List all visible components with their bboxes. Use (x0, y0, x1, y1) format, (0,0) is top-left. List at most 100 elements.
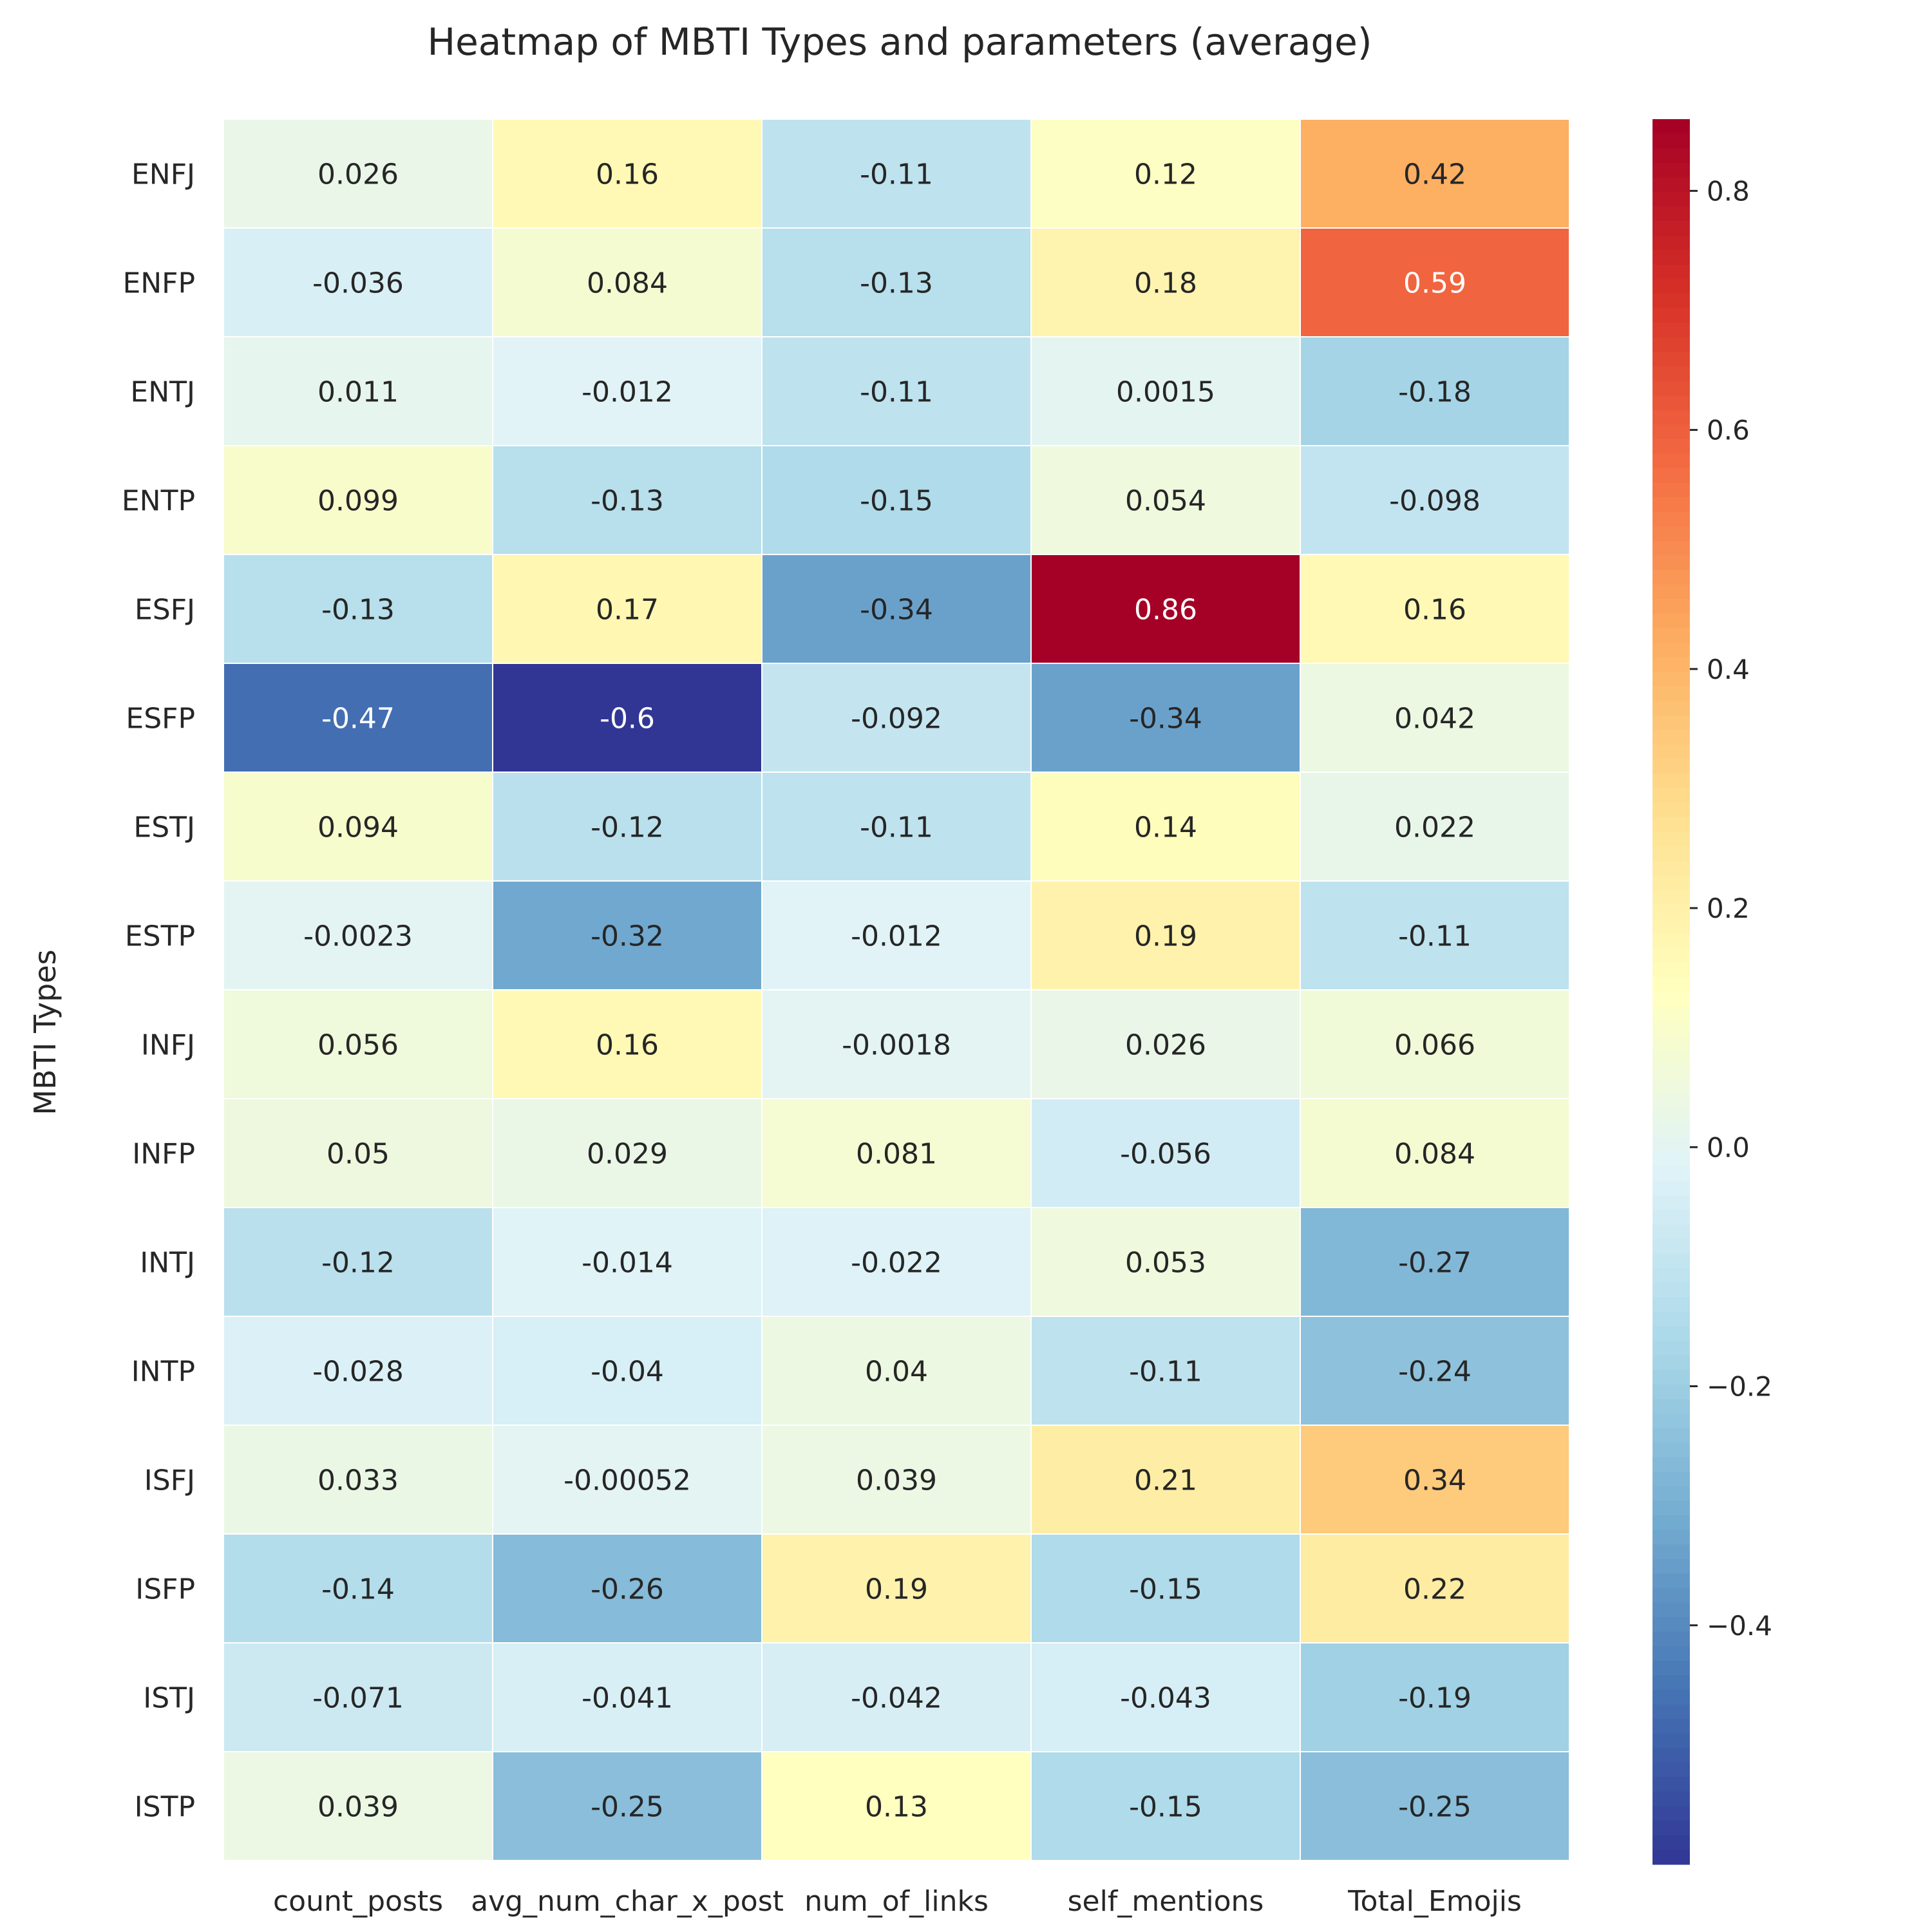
colorbar-segment (1653, 672, 1690, 687)
heatmap-cell (1300, 1098, 1570, 1208)
cell-annotation: -0.042 (851, 1682, 942, 1715)
heatmap-cell (761, 663, 1032, 773)
heatmap-cell (761, 554, 1032, 664)
cell-annotation: 0.19 (865, 1573, 928, 1606)
colorbar-tick-label: −0.4 (1707, 1610, 1772, 1642)
colorbar-segment (1653, 1238, 1690, 1255)
colorbar-segment (1653, 119, 1690, 135)
heatmap-cell (1300, 336, 1570, 446)
row-label: ESFJ (135, 594, 195, 627)
colorbar-segment (1653, 1675, 1690, 1690)
colorbar-segment (1653, 1457, 1690, 1472)
heatmap-cell (223, 880, 493, 990)
heatmap-cell (1030, 1207, 1301, 1317)
cell-annotation: 0.029 (587, 1138, 668, 1171)
heatmap-cell (1300, 1207, 1570, 1317)
cell-annotation: 0.054 (1125, 485, 1206, 518)
cell-annotation: -0.056 (1120, 1138, 1211, 1171)
colorbar-segment (1653, 1472, 1690, 1487)
colorbar-segment (1653, 992, 1690, 1007)
colorbar-segment (1653, 686, 1690, 701)
cell-annotation: 0.22 (1403, 1573, 1466, 1606)
colorbar-segment (1653, 1530, 1690, 1545)
colorbar-segment (1653, 162, 1690, 178)
colorbar-segment (1653, 962, 1690, 978)
chart-title: Heatmap of MBTI Types and parameters (av… (428, 20, 1372, 64)
cell-annotation: -0.14 (321, 1573, 395, 1606)
heatmap-cell (492, 445, 762, 555)
colorbar-segment (1653, 1282, 1690, 1298)
colorbar-segment (1653, 584, 1690, 600)
colorbar-segment (1653, 264, 1690, 280)
cell-annotation: -0.15 (1129, 1791, 1202, 1824)
colorbar-segment (1653, 1762, 1690, 1778)
cell-annotation: -0.11 (860, 376, 933, 409)
colorbar-segment (1653, 1035, 1690, 1050)
colorbar-segment (1653, 657, 1690, 672)
heatmap-cell (761, 989, 1032, 1099)
cell-annotation: -0.12 (591, 811, 664, 844)
heatmap-cell (223, 1098, 493, 1208)
colorbar: 0.8 0.6 0.4 0.2 0.0 −0.2 −0.4 (1653, 119, 1772, 1865)
colorbar-segment (1653, 1108, 1690, 1123)
colorbar-segment (1653, 1748, 1690, 1763)
heatmap-cell (761, 880, 1032, 990)
colorbar-segment (1653, 366, 1690, 382)
colorbar-segment (1653, 191, 1690, 207)
heatmap-cell (223, 554, 493, 664)
cell-annotation: -0.25 (1398, 1791, 1472, 1824)
cell-annotation: 0.033 (317, 1464, 399, 1497)
cell-annotation: -0.34 (860, 594, 933, 627)
cell-annotation: 0.022 (1394, 811, 1475, 844)
row-label: ENFP (122, 267, 195, 300)
colorbar-segment (1653, 977, 1690, 992)
heatmap-cell (761, 1207, 1032, 1317)
cell-annotation: -0.13 (591, 485, 664, 518)
cell-annotation: 0.86 (1134, 594, 1197, 627)
cell-annotation: -0.11 (860, 158, 933, 191)
cell-annotation: -0.071 (312, 1682, 404, 1715)
colorbar-segment (1653, 628, 1690, 643)
colorbar-segment (1653, 1151, 1690, 1167)
colorbar-segment (1653, 599, 1690, 614)
heatmap-cell (761, 118, 1032, 229)
cell-annotation: -0.26 (591, 1573, 664, 1606)
colorbar-segment (1653, 1501, 1690, 1516)
colorbar-segment (1653, 1370, 1690, 1385)
colorbar-segment (1653, 352, 1690, 367)
cell-annotation: -0.041 (582, 1682, 673, 1715)
colorbar-segment (1653, 381, 1690, 396)
cell-annotation: -0.11 (1398, 920, 1472, 953)
colorbar-segment (1653, 337, 1690, 352)
heatmap-cells (223, 118, 1570, 1861)
heatmap-cell (761, 227, 1032, 337)
cell-annotation: 0.16 (596, 158, 659, 191)
row-label: INFJ (141, 1029, 195, 1062)
colorbar-segment (1653, 1428, 1690, 1443)
cell-annotation: -0.036 (312, 267, 404, 300)
cell-annotation: 0.053 (1125, 1247, 1206, 1280)
cell-annotation: 0.084 (1394, 1138, 1475, 1171)
heatmap-cell (223, 1533, 493, 1643)
heatmap-cell (223, 227, 493, 337)
row-label: ESFP (126, 703, 195, 735)
colorbar-segment (1653, 1704, 1690, 1719)
colorbar-segment (1653, 1253, 1690, 1269)
heatmap-cell (1030, 880, 1301, 990)
cell-annotation: -0.0018 (842, 1029, 951, 1062)
colorbar-segment (1653, 1079, 1690, 1094)
cell-annotation: 0.14 (1134, 811, 1197, 844)
cell-annotation: 0.039 (317, 1791, 399, 1824)
colorbar-segment (1653, 424, 1690, 440)
colorbar-segment (1653, 1573, 1690, 1589)
colorbar-segment (1653, 1617, 1690, 1633)
colorbar-segment (1653, 308, 1690, 323)
heatmap-cell (1300, 1425, 1570, 1535)
cell-annotation: 0.19 (1134, 920, 1197, 953)
colorbar-segment (1653, 1821, 1690, 1836)
colorbar-segment (1653, 395, 1690, 411)
heatmap-cell (223, 1751, 493, 1861)
colorbar-segment (1653, 1311, 1690, 1327)
cell-annotation: -0.6 (600, 703, 655, 735)
